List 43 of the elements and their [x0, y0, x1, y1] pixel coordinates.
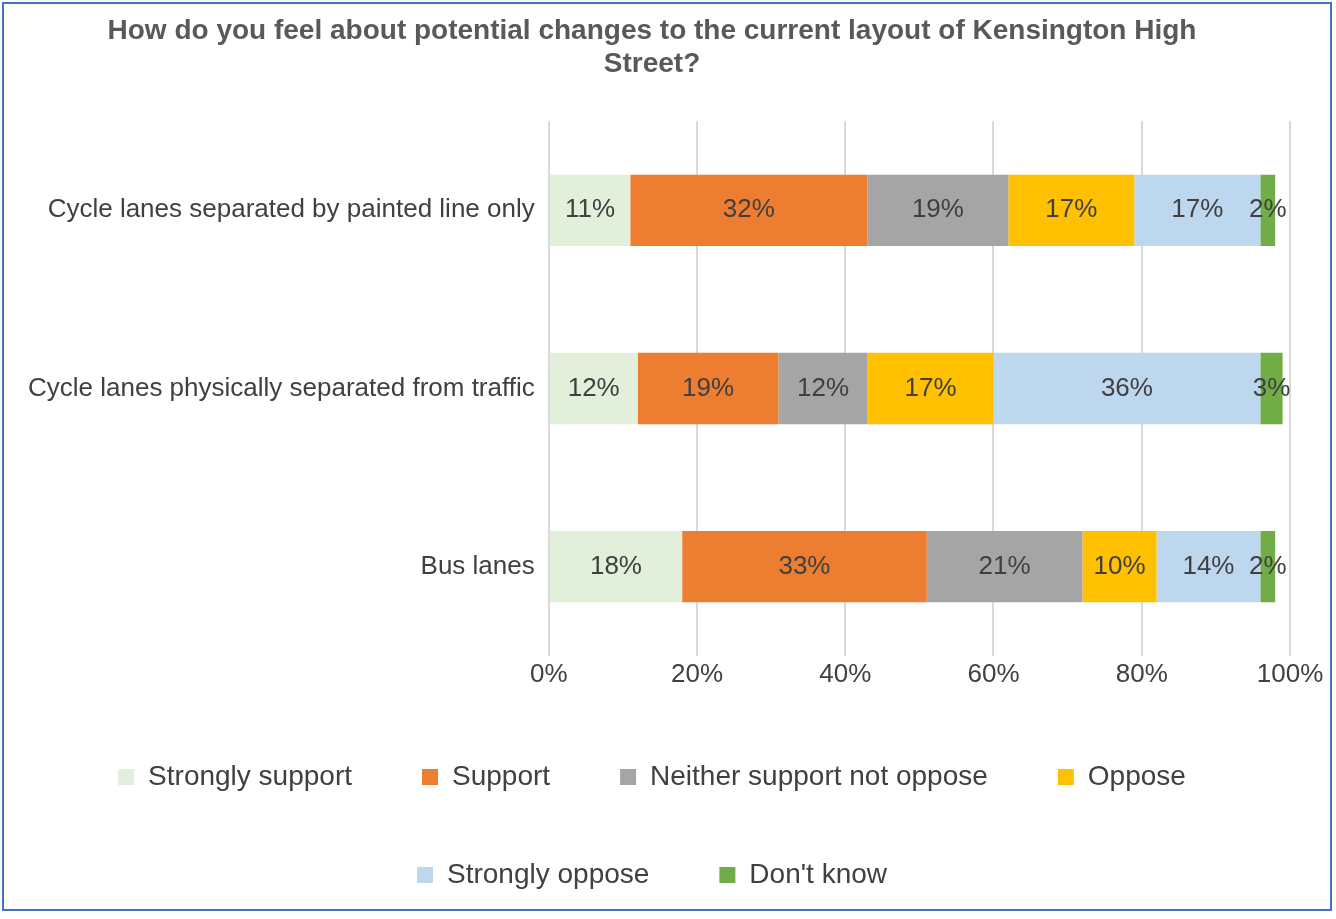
- data-label: 10%: [1093, 549, 1146, 580]
- legend-label: Don't know: [749, 857, 888, 889]
- data-label: 11%: [564, 193, 616, 224]
- bar: [926, 531, 1083, 603]
- bar: [549, 174, 631, 246]
- data-label: 17%: [904, 371, 957, 402]
- bar: [867, 174, 1009, 246]
- data-label: 36%: [1100, 371, 1153, 402]
- y-tick-label: Cycle lanes physically separated from traffic: [28, 371, 535, 402]
- bar: [549, 531, 683, 603]
- data-label: 19%: [911, 193, 964, 224]
- bar: [637, 352, 779, 425]
- y-tick-label: Cycle lanes separated by painted line only: [47, 193, 535, 224]
- data-label: 19%: [682, 371, 735, 402]
- legend-label: Support: [451, 759, 551, 791]
- data-label: 32%: [722, 193, 775, 224]
- bar: [1082, 531, 1157, 603]
- x-tick-label: 20%: [670, 657, 724, 688]
- data-label: 18%: [589, 549, 642, 580]
- data-label: 21%: [978, 549, 1031, 580]
- bar: [1008, 174, 1135, 246]
- x-tick-label: 0%: [529, 657, 568, 688]
- data-label: 12%: [796, 371, 850, 402]
- legend-label: Strongly oppose: [447, 857, 650, 889]
- data-label: 17%: [1045, 193, 1098, 224]
- bar: [778, 352, 868, 425]
- chart-title: How do you feel about potential changes to the current layout of Kensington High Street?: [107, 13, 1197, 79]
- bar: [682, 531, 927, 603]
- x-tick-label: 40%: [819, 657, 872, 688]
- data-label: 14%: [1182, 549, 1235, 580]
- x-tick-label: 60%: [967, 657, 1020, 688]
- legend-label: Strongly support: [148, 759, 353, 791]
- data-label: 33%: [778, 549, 831, 580]
- bar: [630, 174, 868, 246]
- x-tick-label: 80%: [1115, 657, 1168, 688]
- legend-label: Neither support not oppose: [650, 759, 988, 791]
- bar: [867, 352, 994, 425]
- bar: [549, 352, 638, 425]
- data-label: 12%: [567, 371, 620, 402]
- y-tick-label: Bus lanes: [420, 549, 535, 580]
- legend-label: Oppose: [1087, 759, 1186, 791]
- data-label: 17%: [1171, 193, 1224, 224]
- x-tick-label: 100%: [1256, 657, 1324, 688]
